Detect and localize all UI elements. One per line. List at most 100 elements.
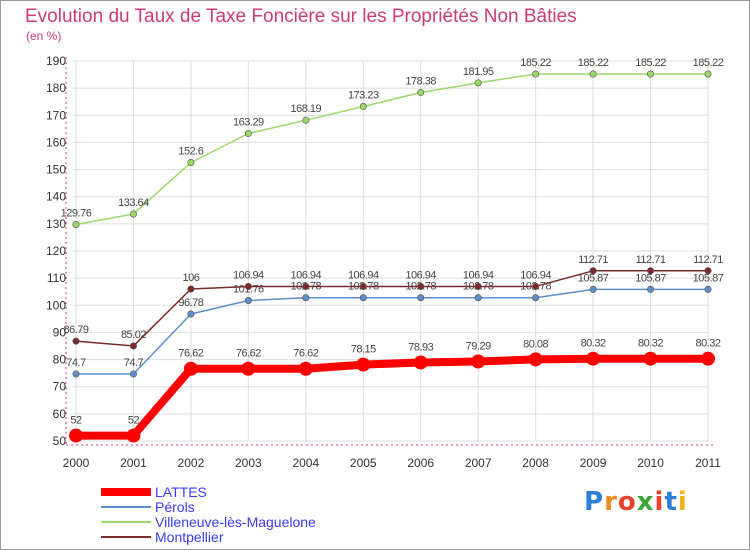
chart-subtitle-unit: (en %) — [26, 29, 62, 43]
data-point — [302, 282, 310, 290]
data-point — [302, 116, 310, 124]
data-label: 152.6 — [178, 146, 203, 158]
data-point — [474, 294, 482, 302]
data-point — [72, 221, 80, 229]
y-tick-label: 160 — [46, 135, 66, 149]
data-point — [72, 370, 80, 378]
data-point — [474, 282, 482, 290]
data-point — [69, 428, 83, 443]
data-label: 168.19 — [290, 103, 321, 115]
logo-letter: r — [604, 487, 618, 517]
data-point — [129, 210, 137, 218]
data-label: 86.79 — [63, 324, 88, 336]
logo-letter: P — [584, 487, 605, 517]
data-point — [417, 294, 425, 302]
x-tick-label: 2008 — [522, 456, 549, 470]
data-point — [701, 351, 715, 366]
x-tick-label: 2006 — [407, 456, 434, 470]
data-point — [643, 351, 658, 366]
data-point — [417, 89, 425, 97]
data-point — [244, 129, 252, 137]
legend-label: LATTES — [155, 484, 207, 500]
data-label: 74.7 — [66, 357, 86, 369]
logo-letter: o — [617, 487, 637, 517]
data-label: 52 — [128, 415, 140, 427]
data-point — [126, 428, 141, 443]
y-tick-label: 70 — [53, 380, 67, 394]
y-tick-label: 150 — [46, 163, 66, 177]
x-tick-label: 2011 — [695, 456, 721, 470]
data-label: 106.94 — [290, 269, 321, 281]
data-point — [532, 282, 540, 290]
x-tick-label: 2002 — [178, 456, 205, 470]
data-point — [589, 285, 597, 293]
data-point — [359, 103, 367, 111]
data-point — [187, 285, 195, 293]
data-point — [647, 285, 655, 293]
data-label: 80.32 — [581, 338, 606, 350]
data-label: 80.08 — [523, 338, 548, 350]
data-point — [704, 285, 712, 293]
legend-label: Montpellier — [155, 529, 224, 545]
x-tick-label: 2000 — [63, 456, 90, 470]
data-label: 112.71 — [693, 254, 723, 266]
data-label: 106.94 — [348, 269, 379, 281]
data-point — [532, 70, 540, 78]
data-point — [471, 354, 486, 369]
data-point — [298, 361, 313, 376]
legend-label: Villeneuve-lès-Maguelone — [155, 514, 316, 530]
data-point — [302, 294, 310, 302]
series-line-montpellier — [75, 270, 709, 347]
y-tick-label: 100 — [46, 298, 66, 312]
data-label: 78.93 — [408, 341, 433, 353]
data-label: 185.22 — [693, 57, 724, 69]
data-point — [413, 355, 428, 370]
data-point — [359, 282, 367, 290]
data-point — [589, 267, 597, 275]
data-label: 181.95 — [463, 66, 494, 78]
x-tick-label: 2007 — [465, 456, 492, 470]
data-label: 185.22 — [520, 57, 551, 69]
y-tick-label: 190 — [46, 54, 66, 68]
chart-title: Evolution du Taux de Taxe Foncière sur l… — [25, 6, 577, 27]
legend-label: Pérols — [155, 499, 195, 515]
data-label: 76.62 — [236, 348, 261, 360]
data-point — [183, 361, 198, 376]
data-label: 106.94 — [405, 269, 436, 281]
logo-letter: x — [636, 487, 655, 517]
data-label: 79.29 — [466, 340, 491, 352]
data-label: 105.87 — [693, 272, 724, 284]
x-tick-label: 2004 — [292, 456, 319, 470]
data-point — [474, 79, 482, 87]
data-point — [359, 294, 367, 302]
data-label: 74.7 — [124, 357, 144, 369]
data-label: 129.76 — [61, 208, 92, 220]
data-point — [72, 337, 80, 345]
data-point — [241, 361, 256, 376]
data-point — [187, 159, 195, 167]
series-line-p-rols — [75, 288, 709, 375]
y-tick-label: 50 — [53, 434, 67, 448]
y-tick-label: 170 — [46, 108, 66, 122]
data-label: 106 — [182, 272, 199, 284]
data-label: 112.71 — [578, 254, 608, 266]
proxiti-logo: Proxiti — [584, 487, 688, 517]
data-label: 173.23 — [348, 90, 379, 102]
data-label: 78.15 — [351, 344, 376, 356]
data-point — [589, 70, 597, 78]
x-tick-label: 2010 — [637, 456, 664, 470]
data-label: 112.71 — [636, 254, 666, 266]
data-label: 106.94 — [233, 269, 264, 281]
series-line-villeneuve-l-s-maguelone — [75, 73, 709, 226]
data-label: 76.62 — [178, 348, 203, 360]
data-label: 133.64 — [118, 197, 149, 209]
x-tick-label: 2009 — [580, 456, 607, 470]
data-point — [647, 70, 655, 78]
data-label: 80.32 — [695, 338, 720, 350]
data-label: 105.87 — [635, 272, 666, 284]
y-tick-label: 180 — [46, 81, 66, 95]
data-label: 106.94 — [463, 269, 494, 281]
logo-letter: t — [664, 487, 678, 517]
y-tick-label: 110 — [47, 271, 66, 285]
